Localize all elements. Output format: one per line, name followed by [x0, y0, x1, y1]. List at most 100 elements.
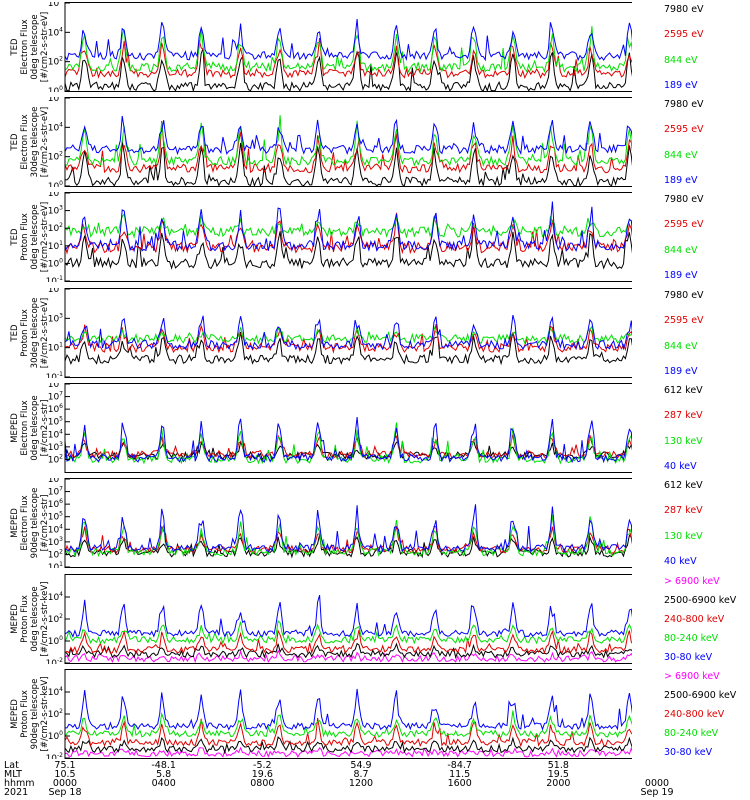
y-tick-label: 106 [48, 403, 63, 415]
legend-entry: 2595 eV [664, 315, 704, 327]
x-axis-lat: 75.1 [54, 760, 76, 771]
y-axis-label-line: MEPED [10, 699, 20, 729]
x-axis-mlt: 8.7 [353, 769, 369, 780]
legend-entry: 189 eV [664, 270, 698, 281]
legend-entry: 287 keV [664, 505, 703, 517]
series-line-4 [64, 620, 632, 645]
y-tick-label: 105 [48, 288, 63, 295]
chart-panel-6: MEPED Electron Flux 90deg telescope [#/cm2-… [0, 478, 750, 568]
y-tick-label: 100 [48, 85, 63, 92]
y-axis-label-line: 90deg telescope [30, 487, 40, 559]
plot-area: 10-2 100 102 104 [46, 669, 632, 759]
legend-entry: 612 keV [664, 385, 703, 396]
plot-area: 10-2 100 102 104 [46, 574, 632, 664]
plot-frame [64, 288, 632, 378]
legend-entry: 189 eV [664, 80, 698, 91]
legend-entry: 30-80 keV [664, 652, 713, 663]
y-tick-label: 107 [48, 391, 63, 403]
series-line-4 [64, 115, 632, 156]
y-tick-label: 101 [48, 240, 63, 252]
y-axis-label-line: Proton Flux [20, 690, 30, 738]
series-line-3 [64, 212, 632, 239]
legend-entry: 7980 eV [664, 4, 704, 15]
y-tick-label: 106 [48, 97, 63, 104]
y-axis-label-line: 90deg telescope [30, 678, 40, 750]
series-line-5 [64, 688, 632, 731]
series-line-3 [64, 717, 632, 748]
series-line-4 [64, 314, 632, 351]
y-tick-label: 104 [48, 523, 63, 535]
legend: 7980 eV 2595 eV 844 eV 189 eV [664, 192, 750, 282]
legend: 7980 eV 2595 eV 844 eV 189 eV [664, 288, 750, 378]
legend-entry: 844 eV [664, 340, 698, 352]
y-axis-label-line: MEPED [10, 508, 20, 538]
row-label-hhmm: hhmm [4, 778, 35, 789]
y-tick-label: 10-1 [46, 371, 64, 378]
x-axis-hhmm: 1200 [348, 778, 374, 789]
legend-entry: 240-800 keV [664, 709, 725, 720]
legend-entry: 40 keV [664, 461, 697, 472]
y-tick-label: 106 [48, 2, 63, 9]
x-axis-hhmm: 2000 [546, 778, 571, 789]
row-label-mlt: MLT [4, 769, 22, 780]
legend-entry: 844 eV [664, 149, 698, 161]
legend: 612 keV 287 keV 130 keV 40 keV [664, 478, 750, 568]
y-tick-label: 101 [48, 342, 63, 354]
y-axis-label-line: Electron Flux [20, 495, 30, 551]
series-line-5 [64, 594, 632, 638]
x-axis-footer: Lat MLT hhmm 2021 75.1 10.5 0000 Sep 18 -48.… [0, 760, 750, 800]
series-line-4 [64, 201, 632, 253]
plot-area: 100 102 104 106 [48, 97, 632, 187]
y-tick-label: 104 [48, 121, 63, 133]
series-line-3 [64, 26, 632, 74]
legend-entry: 7980 eV [664, 99, 704, 110]
x-axis-hhmm: 0800 [250, 778, 275, 789]
series-line-3 [64, 115, 632, 167]
legend-entry: > 6900 keV [664, 576, 720, 587]
plot-frame [64, 574, 632, 664]
series-line-2 [64, 736, 632, 755]
y-axis-label-line: 0deg telescope [30, 14, 40, 80]
series-line-3 [64, 422, 632, 465]
x-axis-mlt: 19.6 [251, 769, 273, 780]
chart-panel-5: MEPED Electron Flux 0deg telescope [#/cm2-s… [0, 383, 750, 473]
legend-entry: 2500-6900 keV [664, 690, 737, 701]
x-axis-mlt: 19.5 [547, 769, 569, 780]
legend-entry: 287 keV [664, 410, 703, 422]
x-axis-hhmm: 0000 [52, 778, 78, 789]
legend-entry: 40 keV [664, 556, 697, 567]
legend-entry: 2500-6900 keV [664, 595, 737, 606]
y-axis-label-line: Electron Flux [20, 114, 30, 170]
y-tick-label: 106 [48, 498, 63, 510]
series-line-4 [64, 504, 632, 554]
chart-panel-1: TED Electron Flux 0deg telescope [#/cm2-s-s… [0, 2, 750, 92]
plot-frame [64, 478, 632, 568]
y-tick-label: 104 [48, 686, 63, 698]
y-tick-label: 100 [48, 730, 63, 742]
legend: > 6900 keV 2500-6900 keV 240-800 keV 80-240… [664, 574, 750, 664]
plot-frame [64, 383, 632, 473]
plot-frame [64, 97, 632, 187]
series-line-2 [64, 642, 632, 660]
x-axis-lat: 54.9 [350, 760, 372, 771]
legend-entry: 80-240 keV [664, 728, 719, 739]
legend-entry: 612 keV [664, 480, 703, 491]
legend-entry: 80-240 keV [664, 633, 719, 644]
x-axis-lat: -48.1 [151, 760, 176, 771]
y-axis-label-line: Proton Flux [20, 595, 30, 643]
plot-frame [64, 669, 632, 759]
x-axis-lat: 51.8 [547, 760, 569, 771]
y-tick-label: 108 [48, 478, 63, 485]
y-axis-label-line: 0deg telescope [30, 395, 40, 461]
x-axis-lat: -5.2 [253, 760, 272, 771]
x-axis-date: Sep 18 [48, 787, 82, 798]
legend-entry: 2595 eV [664, 124, 704, 136]
series-line-1 [64, 746, 632, 758]
plot-area: 101102103104105106107108 [48, 478, 632, 568]
y-axis-label-line: MEPED [10, 413, 20, 443]
y-tick-label: 102 [48, 151, 63, 163]
y-axis-label-line: 30deg telescope [30, 297, 40, 369]
y-tick-label: 10-2 [46, 752, 64, 759]
legend-entry: 2595 eV [664, 29, 704, 41]
legend-entry: 844 eV [664, 244, 698, 256]
